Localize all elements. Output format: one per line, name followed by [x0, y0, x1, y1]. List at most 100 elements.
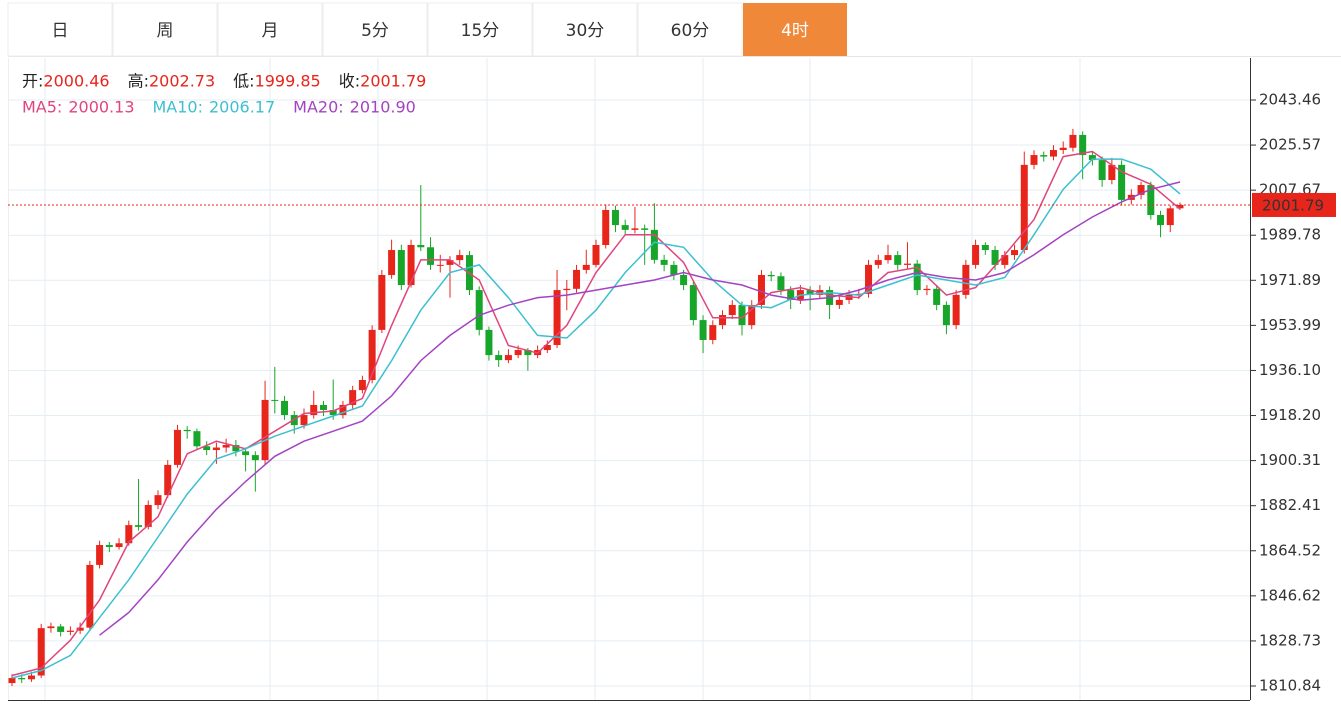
- candle-body: [874, 260, 882, 265]
- candle-body: [524, 350, 532, 356]
- candle-body: [748, 304, 756, 326]
- tab[interactable]: [637, 2, 743, 57]
- candle-body: [631, 228, 639, 230]
- info-text: 2000.46: [43, 72, 109, 91]
- candle-body: [1108, 164, 1116, 181]
- candle-body: [125, 525, 133, 544]
- candle-body: [76, 627, 84, 631]
- candle-body: [806, 290, 814, 295]
- candle-body: [27, 675, 35, 680]
- candle-body: [933, 288, 941, 305]
- y-tick-label: 1918.20: [1259, 406, 1321, 424]
- tab-label[interactable]: 60分: [671, 21, 710, 41]
- y-tick-label: 1810.84: [1259, 676, 1321, 694]
- candle-body: [115, 543, 123, 548]
- ma-line: [11, 158, 1181, 679]
- candle-body: [1079, 134, 1087, 156]
- candle-body: [738, 304, 746, 326]
- info-text: 2000.13: [68, 98, 134, 117]
- candle-body: [1030, 155, 1038, 165]
- candle-body: [1147, 185, 1155, 216]
- info-text: 2002.73: [149, 72, 215, 91]
- candle-body: [319, 404, 327, 410]
- tab[interactable]: [112, 2, 218, 57]
- candle-body: [952, 294, 960, 326]
- ma-line: [11, 150, 1181, 677]
- info-text: 1999.85: [255, 72, 321, 91]
- candle-body: [261, 399, 269, 461]
- info-text: MA5:: [22, 98, 62, 117]
- candle-body: [835, 299, 843, 305]
- candle-body: [475, 290, 483, 330]
- tab-label[interactable]: 30分: [566, 21, 605, 41]
- tab-label[interactable]: 月: [262, 21, 279, 41]
- candle-body: [903, 263, 911, 265]
- info-text: MA10:: [153, 98, 204, 117]
- y-tick-label: 1953.99: [1259, 316, 1321, 334]
- candle-body: [222, 445, 230, 448]
- candle-body: [884, 255, 892, 261]
- candle-body: [1001, 255, 1009, 265]
- candle-body: [1011, 250, 1019, 256]
- info-text: 开:: [22, 72, 43, 91]
- candle-body: [787, 290, 795, 300]
- info-text: 2010.90: [350, 98, 416, 117]
- candle-body: [242, 451, 250, 456]
- info-text: 2006.17: [209, 98, 275, 117]
- tab[interactable]: [322, 2, 428, 57]
- candle-body: [495, 355, 503, 361]
- candle-body: [660, 259, 668, 265]
- y-tick-label: 1936.10: [1259, 361, 1321, 379]
- candle-body: [456, 255, 464, 261]
- candle-body: [981, 244, 989, 251]
- candle-body: [436, 264, 444, 266]
- candle-body: [446, 260, 454, 265]
- info-text: MA20:: [293, 98, 344, 117]
- candle-body: [339, 404, 347, 416]
- candle-body: [368, 329, 376, 381]
- candle-body: [329, 409, 337, 416]
- candle-body: [1088, 155, 1096, 161]
- tab-label[interactable]: 周: [157, 21, 174, 41]
- tab[interactable]: [7, 2, 113, 57]
- candle-body: [154, 495, 162, 505]
- candle-body: [757, 274, 765, 305]
- candle-body: [670, 264, 678, 275]
- candle-body: [709, 325, 717, 340]
- candle-body: [8, 678, 16, 684]
- tab[interactable]: [427, 2, 533, 57]
- y-tick-label: 1900.31: [1259, 451, 1321, 469]
- candle-body: [641, 228, 649, 230]
- candle-body: [173, 429, 181, 465]
- tab-label[interactable]: 15分: [461, 21, 500, 41]
- candle-body: [514, 350, 522, 356]
- candle-body: [417, 244, 425, 248]
- tab-label[interactable]: 4时: [781, 21, 809, 41]
- candle-body: [972, 244, 980, 265]
- y-tick-label: 1971.89: [1259, 271, 1321, 289]
- tab-label[interactable]: 5分: [361, 21, 389, 41]
- candle-body: [1137, 185, 1145, 195]
- candle-body: [144, 504, 152, 527]
- candle-body: [650, 229, 658, 260]
- tab-label[interactable]: 日: [52, 21, 69, 41]
- candle-body: [397, 250, 405, 286]
- tab[interactable]: [532, 2, 638, 57]
- candle-body: [37, 628, 45, 676]
- candle-body: [621, 225, 629, 230]
- candle-body: [86, 564, 94, 628]
- tab[interactable]: [217, 2, 323, 57]
- candle-body: [47, 626, 55, 629]
- info-text: 高:: [128, 72, 149, 91]
- tab[interactable]: [743, 3, 847, 56]
- candle-body: [358, 380, 366, 391]
- candle-body: [1020, 164, 1028, 251]
- candle-body: [105, 545, 113, 548]
- candle-body: [592, 244, 600, 265]
- candle-body: [543, 345, 551, 351]
- y-tick-label: 2043.46: [1259, 90, 1321, 108]
- candle-body: [1176, 204, 1184, 209]
- candle-body: [991, 250, 999, 265]
- candle-body: [913, 263, 921, 291]
